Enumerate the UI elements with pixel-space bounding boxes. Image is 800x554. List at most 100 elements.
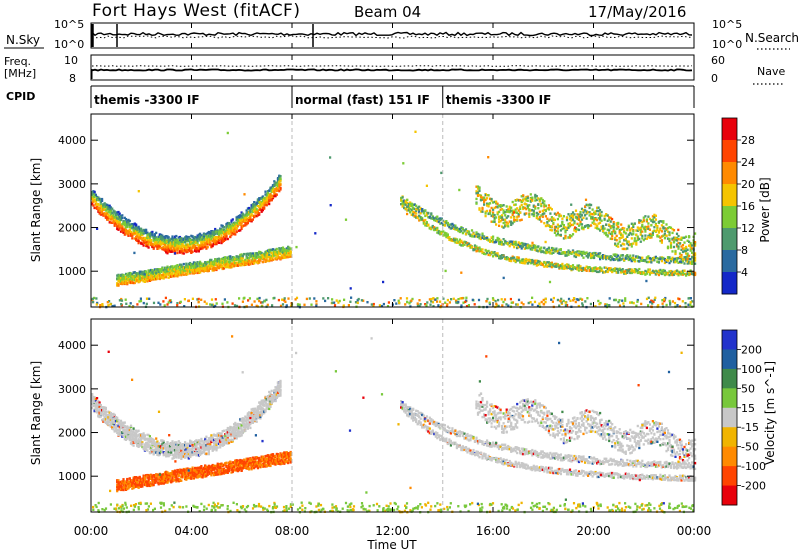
data-cell <box>101 197 104 201</box>
data-cell <box>183 298 186 301</box>
data-cell <box>230 219 233 222</box>
data-cell <box>514 240 517 244</box>
data-cell <box>163 238 167 242</box>
data-cell <box>477 298 481 302</box>
data-cell <box>541 215 544 218</box>
data-cell <box>116 212 119 216</box>
data-cell <box>137 233 140 236</box>
data-cell <box>166 243 169 247</box>
data-cell <box>148 234 151 238</box>
data-cell <box>296 303 300 306</box>
data-cell <box>131 234 134 237</box>
data-cell <box>259 197 262 200</box>
data-cell <box>534 207 537 210</box>
data-cell <box>211 239 214 243</box>
nsky-line <box>91 31 693 37</box>
data-cell <box>238 297 241 300</box>
data-cell <box>191 250 194 253</box>
data-cell <box>202 244 205 247</box>
data-cell <box>246 221 249 225</box>
data-cell <box>510 301 513 304</box>
data-cell <box>636 235 639 238</box>
data-cell <box>97 207 100 210</box>
data-cell <box>147 233 150 236</box>
data-cell <box>142 244 145 247</box>
data-cell <box>157 247 160 250</box>
data-cell <box>620 223 623 226</box>
data-cell <box>244 219 247 222</box>
data-cell <box>123 233 126 236</box>
data-cell <box>313 297 316 300</box>
data-cell <box>331 298 334 301</box>
data-cell <box>543 246 546 250</box>
data-cell <box>486 297 489 301</box>
data-cell <box>94 202 97 206</box>
data-cell <box>107 206 110 209</box>
data-cell <box>481 207 484 211</box>
data-cell <box>559 248 562 251</box>
data-cell <box>564 231 567 234</box>
data-cell <box>663 237 666 240</box>
data-cell <box>163 235 167 238</box>
data-cell <box>96 204 99 208</box>
data-cell <box>91 201 94 204</box>
data-cell <box>197 245 200 249</box>
data-cell <box>207 240 210 243</box>
data-cell <box>569 299 572 302</box>
data-cell <box>432 297 435 300</box>
data-cell <box>197 237 200 240</box>
data-cell <box>653 259 656 262</box>
data-cell <box>671 300 674 303</box>
data-cell <box>118 225 121 228</box>
data-cell <box>663 298 666 301</box>
data-cell <box>191 235 194 238</box>
data-cell <box>205 237 208 240</box>
data-cell <box>333 304 337 307</box>
data-cell <box>216 232 219 236</box>
data-cell <box>117 220 120 224</box>
data-cell <box>128 231 131 234</box>
data-cell <box>210 235 213 238</box>
data-cell <box>261 206 264 209</box>
data-cell <box>94 198 97 201</box>
data-cell <box>617 242 620 245</box>
data-cell <box>173 241 177 244</box>
data-cell <box>519 207 522 211</box>
data-cell <box>256 210 259 213</box>
data-cell <box>227 225 231 228</box>
data-cell <box>632 232 635 236</box>
data-cell <box>167 238 170 241</box>
data-cell <box>184 247 187 250</box>
data-cell <box>231 225 234 228</box>
data-cell <box>146 236 149 239</box>
data-cell <box>97 203 100 206</box>
data-cell <box>211 243 214 246</box>
data-cell <box>197 250 200 253</box>
data-cell <box>621 254 624 257</box>
data-cell <box>189 249 192 253</box>
data-cell <box>107 204 110 207</box>
data-cell <box>425 221 428 224</box>
data-cell <box>225 222 228 226</box>
data-cell <box>165 239 168 242</box>
data-cell <box>284 300 287 303</box>
data-cell <box>268 198 271 201</box>
data-cell <box>234 233 237 236</box>
data-cell <box>220 236 223 240</box>
data-cell <box>194 249 197 253</box>
data-cell <box>189 239 192 242</box>
data-cell <box>133 237 136 240</box>
data-cell <box>108 208 111 211</box>
data-cell <box>544 297 547 301</box>
data-cell <box>206 238 209 241</box>
data-cell <box>235 223 238 226</box>
data-cell <box>660 239 663 242</box>
data-cell <box>513 245 516 249</box>
data-cell <box>221 237 224 241</box>
data-cell <box>127 221 130 224</box>
data-cell <box>537 213 540 216</box>
data-cell <box>227 222 231 225</box>
data-cell <box>662 220 665 223</box>
data-cell <box>99 200 102 204</box>
data-cell <box>294 298 297 301</box>
